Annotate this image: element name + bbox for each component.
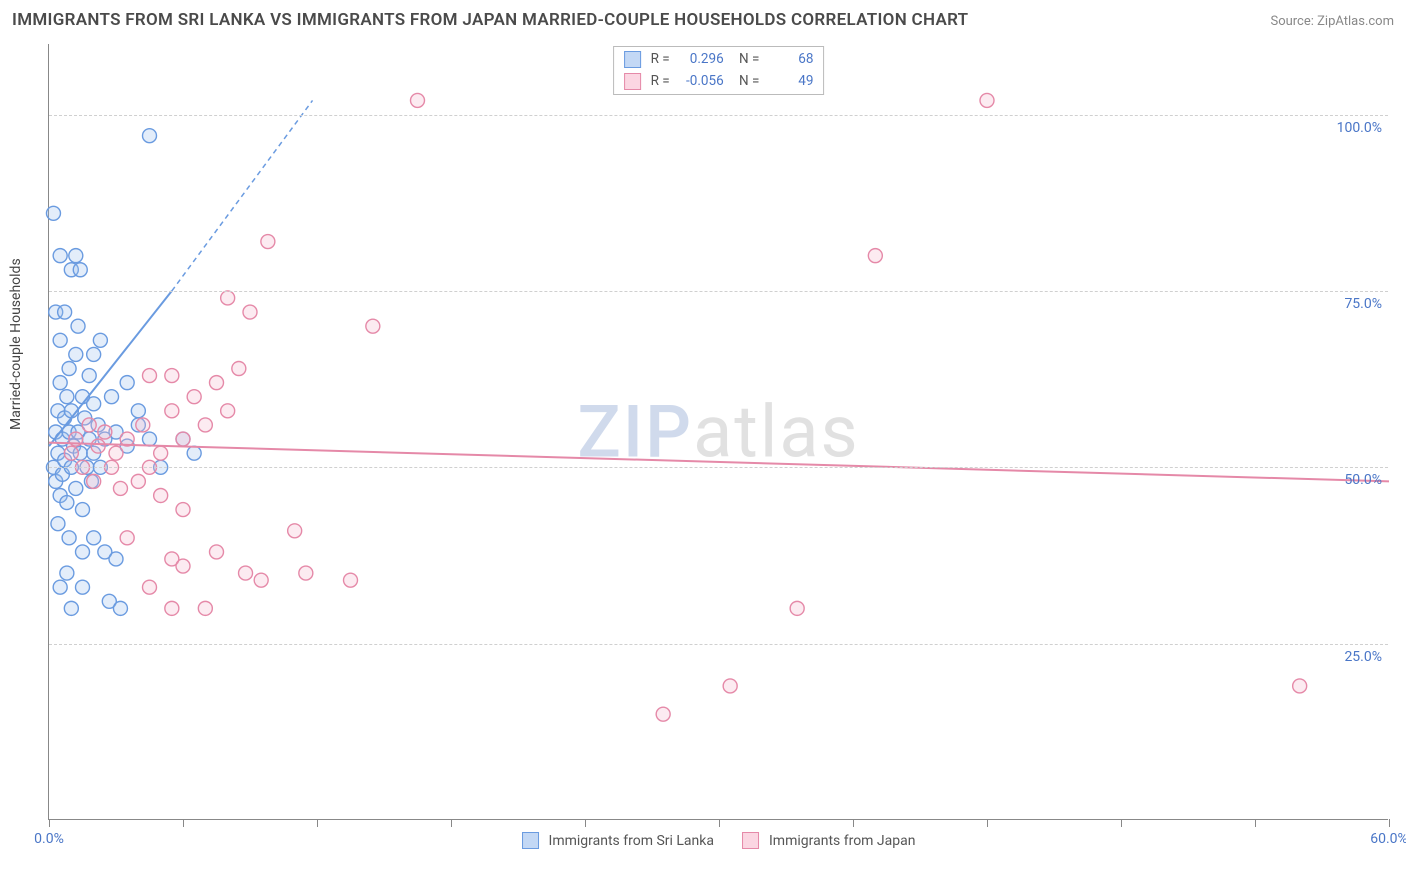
gridline: 50.0% <box>49 467 1388 468</box>
x-tick <box>1389 819 1390 827</box>
chart-title: IMMIGRANTS FROM SRI LANKA VS IMMIGRANTS … <box>12 10 968 30</box>
correlation-legend: R = 0.296 N = 68 R = -0.056 N = 49 <box>613 46 825 95</box>
x-tick <box>987 819 988 827</box>
plot-area: ZIPatlas R = 0.296 N = 68 R = -0.056 N =… <box>48 44 1388 820</box>
y-tick-label: 50.0% <box>1344 472 1382 488</box>
y-tick-label: 75.0% <box>1344 296 1382 312</box>
legend-swatch-1 <box>522 832 539 849</box>
r-value-2: -0.056 <box>676 71 724 93</box>
n-value-2: 49 <box>765 71 813 93</box>
x-tick <box>451 819 452 827</box>
x-tick <box>719 819 720 827</box>
legend-row-2: R = -0.056 N = 49 <box>624 71 814 93</box>
r-label: R = <box>651 49 670 71</box>
x-tick-label: 0.0% <box>34 831 64 847</box>
r-value-1: 0.296 <box>676 49 724 71</box>
gridline: 25.0% <box>49 644 1388 645</box>
n-label: N = <box>739 71 759 93</box>
legend-swatch-2 <box>742 832 759 849</box>
legend-swatch-2 <box>624 73 641 90</box>
x-tick <box>183 819 184 827</box>
y-tick-label: 25.0% <box>1344 649 1382 665</box>
x-tick <box>1255 819 1256 827</box>
n-label: N = <box>739 49 759 71</box>
legend-swatch-1 <box>624 51 641 68</box>
series-legend: Immigrants from Sri Lanka Immigrants fro… <box>522 832 916 849</box>
gridline: 100.0% <box>49 115 1388 116</box>
x-tick <box>853 819 854 827</box>
series-name-2: Immigrants from Japan <box>769 833 915 849</box>
n-value-1: 68 <box>765 49 813 71</box>
series-name-1: Immigrants from Sri Lanka <box>549 833 714 849</box>
scatter-plot <box>49 44 1388 819</box>
x-tick-label: 60.0% <box>1370 831 1406 847</box>
x-tick <box>49 819 50 827</box>
r-label: R = <box>651 71 670 93</box>
x-tick <box>317 819 318 827</box>
legend-row-1: R = 0.296 N = 68 <box>624 49 814 71</box>
x-tick <box>1121 819 1122 827</box>
legend-item-2: Immigrants from Japan <box>742 832 915 849</box>
source-label: Source: ZipAtlas.com <box>1270 14 1394 29</box>
y-axis-label: Married-couple Households <box>8 258 24 430</box>
x-tick <box>585 819 586 827</box>
gridline: 75.0% <box>49 291 1388 292</box>
y-tick-label: 100.0% <box>1337 120 1382 136</box>
legend-item-1: Immigrants from Sri Lanka <box>522 832 714 849</box>
